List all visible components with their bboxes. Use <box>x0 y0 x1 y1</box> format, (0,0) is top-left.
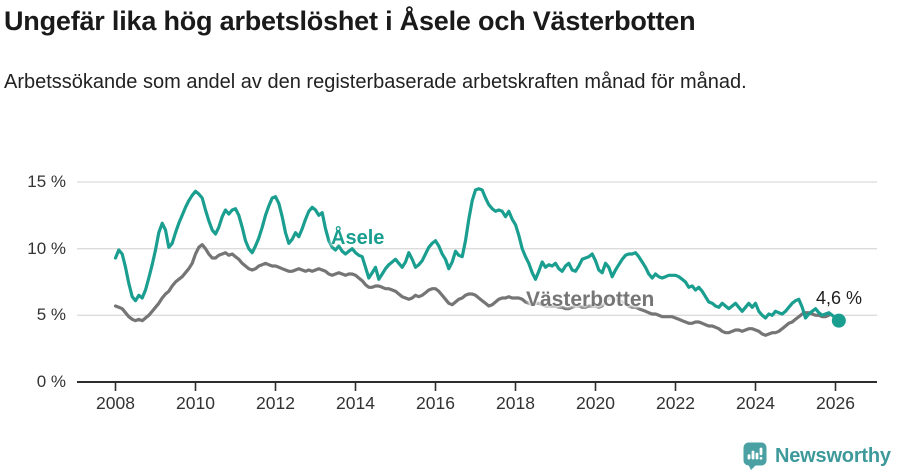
y-axis-tick-label: 0 % <box>36 372 66 391</box>
x-axis-tick-label: 2016 <box>416 393 455 413</box>
x-axis-tick-label: 2010 <box>176 393 215 413</box>
x-axis-tick-label: 2014 <box>336 393 375 413</box>
y-axis-tick-label: 15 % <box>27 172 66 191</box>
newsworthy-logo: Newsworthy <box>743 442 891 470</box>
series-line-sele <box>113 187 841 323</box>
x-axis-tick-label: 2012 <box>256 393 295 413</box>
end-value-label: 4,6 % <box>816 288 863 308</box>
speech-bubble-bar-chart-icon <box>743 442 767 470</box>
x-axis-tick-label: 2022 <box>656 393 695 413</box>
newsworthy-brand-text: Newsworthy <box>775 444 891 467</box>
x-axis-tick-label: 2020 <box>576 393 615 413</box>
x-axis-tick-label: 2024 <box>736 393 775 413</box>
y-axis-tick-label: 10 % <box>27 238 66 258</box>
x-axis-tick-label: 2018 <box>496 393 535 413</box>
series-label-vasterbotten: Västerbotten <box>526 288 655 311</box>
page-title: Ungefär lika hög arbetslöshet i Åsele oc… <box>4 6 696 36</box>
y-axis-tick-label: 5 % <box>36 305 66 325</box>
end-point-dot <box>831 313 846 328</box>
page-subtitle: Arbetssökande som andel av den registerb… <box>4 71 747 93</box>
x-axis-tick-label: 2008 <box>96 393 135 413</box>
series-label-asele: Åsele <box>331 227 385 249</box>
x-axis-tick-label: 2026 <box>816 393 855 413</box>
series-line-vsterbotten <box>113 243 831 337</box>
